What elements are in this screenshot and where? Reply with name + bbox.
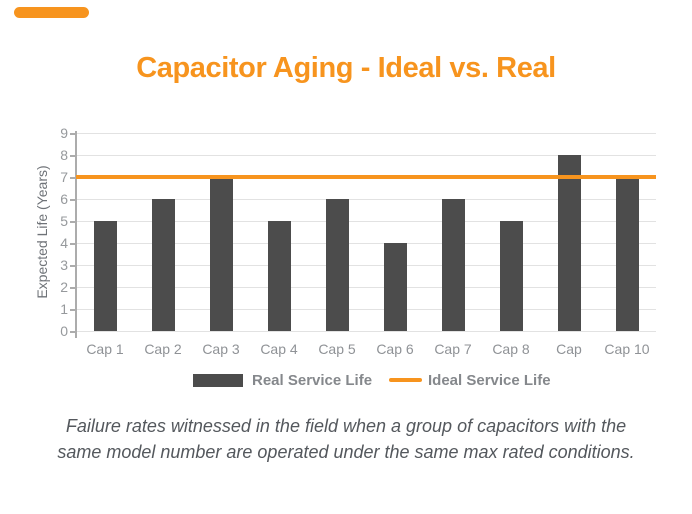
x-tick-label-4: Cap 4 bbox=[260, 341, 298, 357]
bar-cap-7 bbox=[441, 199, 465, 331]
gridline-2 bbox=[76, 287, 656, 288]
bar-cap-2 bbox=[151, 199, 175, 331]
gridline-6 bbox=[76, 199, 656, 200]
x-tick-label-3: Cap 3 bbox=[202, 341, 240, 357]
gridline-3 bbox=[76, 265, 656, 266]
x-tick-label-7: Cap 7 bbox=[434, 341, 472, 357]
y-tick-label-6: 6 bbox=[60, 191, 68, 207]
x-tick-label-8: Cap 8 bbox=[492, 341, 530, 357]
bar-cap-8 bbox=[499, 221, 523, 331]
y-tick-mark-3 bbox=[70, 264, 76, 267]
caption-line-1: Failure rates witnessed in the field whe… bbox=[65, 416, 627, 436]
y-tick-label-7: 7 bbox=[60, 169, 68, 185]
x-tick-label-9: Cap bbox=[556, 341, 582, 357]
gridline-0 bbox=[76, 331, 656, 332]
brand-accent-bar bbox=[14, 7, 89, 18]
y-tick-label-1: 1 bbox=[60, 301, 68, 317]
bar-cap-10 bbox=[615, 179, 639, 331]
chart-caption: Failure rates witnessed in the field whe… bbox=[0, 413, 692, 465]
bar-cap-4 bbox=[267, 221, 291, 331]
gridline-4 bbox=[76, 243, 656, 244]
y-tick-label-2: 2 bbox=[60, 279, 68, 295]
y-tick-mark-6 bbox=[70, 198, 76, 201]
bar-cap-5 bbox=[325, 199, 349, 331]
y-axis-line bbox=[75, 131, 77, 338]
gridline-5 bbox=[76, 221, 656, 222]
y-tick-mark-8 bbox=[70, 154, 76, 157]
y-tick-mark-5 bbox=[70, 220, 76, 223]
y-tick-label-0: 0 bbox=[60, 323, 68, 339]
y-tick-mark-1 bbox=[70, 308, 76, 311]
x-tick-label-6: Cap 6 bbox=[376, 341, 414, 357]
ideal-service-life-line bbox=[76, 175, 656, 179]
x-tick-label-2: Cap 2 bbox=[144, 341, 182, 357]
y-tick-mark-4 bbox=[70, 242, 76, 245]
bar-cap bbox=[557, 155, 581, 331]
y-tick-mark-0 bbox=[70, 330, 76, 333]
legend-real-label: Real Service Life bbox=[252, 372, 373, 389]
y-tick-mark-2 bbox=[70, 286, 76, 289]
chart-title: Capacitor Aging - Ideal vs. Real bbox=[136, 52, 556, 84]
y-tick-label-8: 8 bbox=[60, 147, 68, 163]
bar-cap-1 bbox=[93, 221, 117, 331]
gridline-1 bbox=[76, 309, 656, 310]
y-tick-mark-9 bbox=[70, 132, 76, 135]
bar-cap-3 bbox=[209, 177, 233, 331]
y-tick-mark-7 bbox=[70, 176, 76, 179]
gridline-9 bbox=[76, 133, 656, 134]
y-tick-label-3: 3 bbox=[60, 257, 68, 273]
y-tick-label-5: 5 bbox=[60, 213, 68, 229]
x-tick-label-10: Cap 10 bbox=[604, 341, 650, 357]
legend-real-swatch bbox=[193, 374, 243, 387]
x-tick-label-5: Cap 5 bbox=[318, 341, 356, 357]
legend-ideal-label: Ideal Service Life bbox=[428, 372, 551, 389]
gridline-8 bbox=[76, 155, 656, 156]
bar-cap-6 bbox=[383, 243, 407, 331]
legend-ideal-line-swatch bbox=[389, 378, 422, 382]
caption-line-2: same model number are operated under the… bbox=[57, 442, 635, 462]
y-tick-label-9: 9 bbox=[60, 125, 68, 141]
y-tick-label-4: 4 bbox=[60, 235, 68, 251]
x-tick-label-1: Cap 1 bbox=[86, 341, 124, 357]
